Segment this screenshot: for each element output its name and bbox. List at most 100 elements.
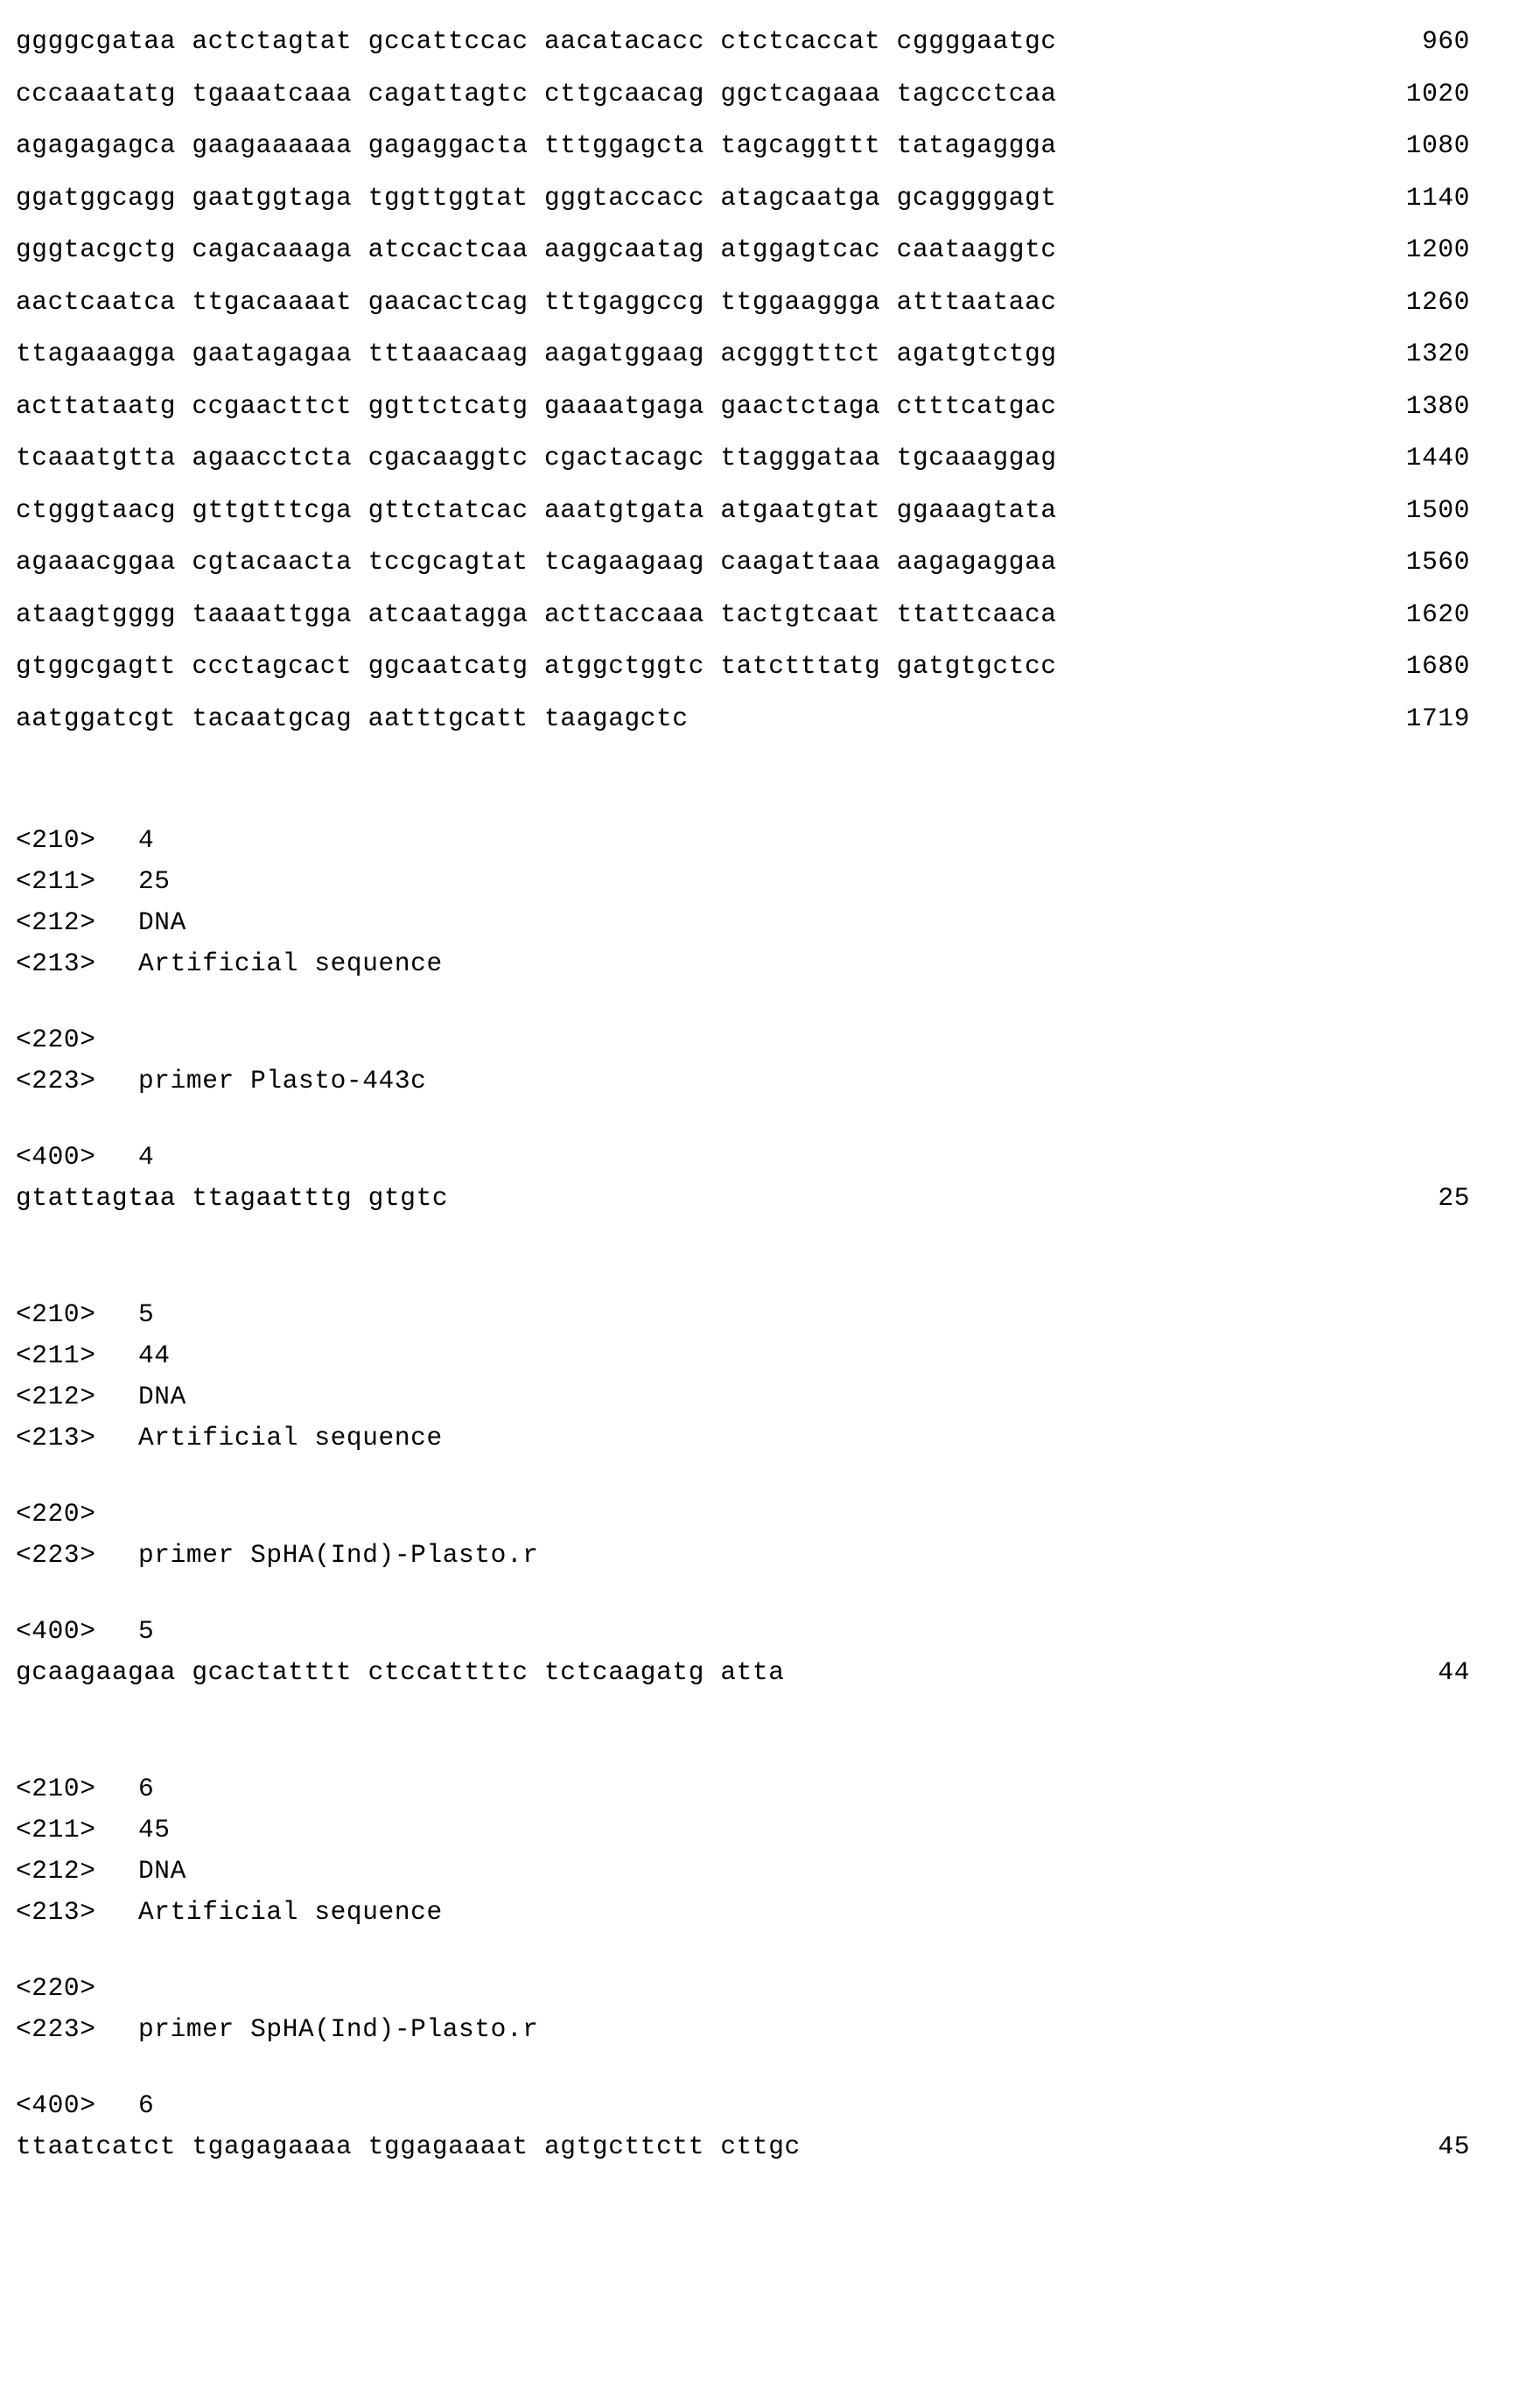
- tag-line-211: <211> 45: [16, 1810, 1486, 1851]
- tag-line-212: <212> DNA: [16, 1376, 1486, 1418]
- sequence-text: gtattagtaa ttagaatttg gtgtc: [16, 1178, 448, 1219]
- tag-code: <210>: [16, 1294, 114, 1335]
- tag-code: <213>: [16, 1892, 114, 1933]
- sequence-row: gtggcgagtt ccctagcact ggcaatcatg atggctg…: [16, 640, 1486, 693]
- sequence-text: tcaaatgtta agaacctcta cgacaaggtc cgactac…: [16, 432, 1057, 485]
- sequence-row: ataagtgggg taaaattgga atcaatagga acttacc…: [16, 589, 1486, 641]
- tag-value: 6: [114, 2085, 154, 2126]
- tag-line-212: <212> DNA: [16, 902, 1486, 943]
- sequence-row: agagagagca gaagaaaaaa gagaggacta tttggag…: [16, 120, 1486, 172]
- sequence-row: ggggcgataa actctagtat gccattccac aacatac…: [16, 16, 1486, 68]
- entry-spacer: [16, 1933, 1486, 1968]
- tag-line-400: <400> 6: [16, 2085, 1486, 2126]
- sequence-row: agaaacggaa cgtacaacta tccgcagtat tcagaag…: [16, 536, 1486, 589]
- sequence-text: gtggcgagtt ccctagcact ggcaatcatg atggctg…: [16, 640, 1057, 693]
- sequence-text: acttataatg ccgaacttct ggttctcatg gaaaatg…: [16, 381, 1057, 433]
- tag-value: DNA: [114, 1376, 186, 1418]
- sequence-listing-page: ggggcgataa actctagtat gccattccac aacatac…: [0, 0, 1519, 2408]
- entry-spacer: [16, 2050, 1486, 2085]
- tag-code: <223>: [16, 1535, 114, 1576]
- block-spacer: [16, 745, 1486, 820]
- entry-spacer: [16, 1459, 1486, 1494]
- entry-spacer: [16, 1576, 1486, 1611]
- tag-line-213: <213> Artificial sequence: [16, 1892, 1486, 1933]
- sequence-row: gtattagtaa ttagaatttg gtgtc 25: [16, 1178, 1486, 1219]
- tag-code: <213>: [16, 943, 114, 984]
- tag-line-220: <220>: [16, 1968, 1486, 2009]
- sequence-text: ggggcgataa actctagtat gccattccac aacatac…: [16, 16, 1057, 68]
- tag-value: 5: [114, 1611, 154, 1652]
- sequence-entry: <210> 4 <211> 25 <212> DNA <213> Artific…: [16, 820, 1486, 1219]
- sequence-text: ataagtgggg taaaattgga atcaatagga acttacc…: [16, 589, 1057, 641]
- tag-value: DNA: [114, 902, 186, 943]
- sequence-text: ttagaaagga gaatagagaa tttaaacaag aagatgg…: [16, 328, 1057, 381]
- sequence-position-number: 1140: [1406, 172, 1486, 225]
- sequence-row: ctgggtaacg gttgtttcga gttctatcac aaatgtg…: [16, 485, 1486, 537]
- sequence-position-number: 1440: [1406, 432, 1486, 485]
- entry-spacer: [16, 1102, 1486, 1137]
- sequence-position-number: 1500: [1406, 485, 1486, 537]
- sequence-row: gcaagaagaa gcactatttt ctccattttc tctcaag…: [16, 1652, 1486, 1693]
- block-spacer: [16, 1693, 1486, 1768]
- tag-value: primer SpHA(Ind)-Plasto.r: [114, 1535, 539, 1576]
- tag-code: <212>: [16, 1376, 114, 1418]
- sequence-row: aatggatcgt tacaatgcag aatttgcatt taagagc…: [16, 693, 1486, 746]
- sequence-text: ttaatcatct tgagagaaaa tggagaaaat agtgctt…: [16, 2126, 801, 2167]
- tag-value: 4: [114, 1137, 154, 1178]
- tag-line-211: <211> 25: [16, 861, 1486, 902]
- sequence-row: ttagaaagga gaatagagaa tttaaacaag aagatgg…: [16, 328, 1486, 381]
- sequence-length-number: 45: [1438, 2126, 1486, 2167]
- tag-code: <213>: [16, 1418, 114, 1459]
- sequence-position-number: 1020: [1406, 68, 1486, 121]
- sequence-row: ttaatcatct tgagagaaaa tggagaaaat agtgctt…: [16, 2126, 1486, 2167]
- tag-code: <211>: [16, 1335, 114, 1376]
- sequence-row: gggtacgctg cagacaaaga atccactcaa aaggcaa…: [16, 224, 1486, 276]
- sequence-position-number: 1680: [1406, 640, 1486, 693]
- sequence-entry: <210> 6 <211> 45 <212> DNA <213> Artific…: [16, 1768, 1486, 2167]
- sequence-row: cccaaatatg tgaaatcaaa cagattagtc cttgcaa…: [16, 68, 1486, 121]
- sequence-length-number: 44: [1438, 1652, 1486, 1693]
- tag-line-213: <213> Artificial sequence: [16, 943, 1486, 984]
- tag-line-210: <210> 4: [16, 820, 1486, 861]
- tag-value: primer Plasto-443c: [114, 1060, 426, 1102]
- tag-line-400: <400> 4: [16, 1137, 1486, 1178]
- tag-value: 6: [114, 1768, 154, 1810]
- sequence-position-number: 1380: [1406, 381, 1486, 433]
- sequence-text: agaaacggaa cgtacaacta tccgcagtat tcagaag…: [16, 536, 1057, 589]
- sequence-row: aactcaatca ttgacaaaat gaacactcag tttgagg…: [16, 276, 1486, 329]
- tag-line-223: <223> primer SpHA(Ind)-Plasto.r: [16, 2009, 1486, 2050]
- sequence-position-number: 1719: [1406, 693, 1486, 746]
- sequence-text: gcaagaagaa gcactatttt ctccattttc tctcaag…: [16, 1652, 785, 1693]
- tag-value: Artificial sequence: [114, 1418, 443, 1459]
- tag-code: <220>: [16, 1019, 114, 1060]
- tag-line-220: <220>: [16, 1019, 1486, 1060]
- sequence-row: ggatggcagg gaatggtaga tggttggtat gggtacc…: [16, 172, 1486, 225]
- sequence-text: ctgggtaacg gttgtttcga gttctatcac aaatgtg…: [16, 485, 1057, 537]
- sequence-position-number: 1620: [1406, 589, 1486, 641]
- tag-value: 5: [114, 1294, 154, 1335]
- tag-line-213: <213> Artificial sequence: [16, 1418, 1486, 1459]
- tag-code: <210>: [16, 820, 114, 861]
- sequence-position-number: 960: [1422, 16, 1486, 68]
- tag-code: <220>: [16, 1494, 114, 1535]
- tag-code: <400>: [16, 1137, 114, 1178]
- tag-code: <400>: [16, 2085, 114, 2126]
- tag-value: 44: [114, 1335, 171, 1376]
- block-spacer: [16, 1219, 1486, 1294]
- sequence-text: aactcaatca ttgacaaaat gaacactcag tttgagg…: [16, 276, 1057, 329]
- tag-value: 45: [114, 1810, 171, 1851]
- sequence-position-number: 1200: [1406, 224, 1486, 276]
- tag-line-212: <212> DNA: [16, 1851, 1486, 1892]
- tag-value: Artificial sequence: [114, 1892, 443, 1933]
- tag-line-400: <400> 5: [16, 1611, 1486, 1652]
- tag-code: <211>: [16, 1810, 114, 1851]
- tag-code: <212>: [16, 1851, 114, 1892]
- tag-value: DNA: [114, 1851, 186, 1892]
- tag-code: <223>: [16, 1060, 114, 1102]
- tag-code: <210>: [16, 1768, 114, 1810]
- tag-line-220: <220>: [16, 1494, 1486, 1535]
- sequence-length-number: 25: [1438, 1178, 1486, 1219]
- tag-code: <212>: [16, 902, 114, 943]
- tag-code: <223>: [16, 2009, 114, 2050]
- tag-code: <220>: [16, 1968, 114, 2009]
